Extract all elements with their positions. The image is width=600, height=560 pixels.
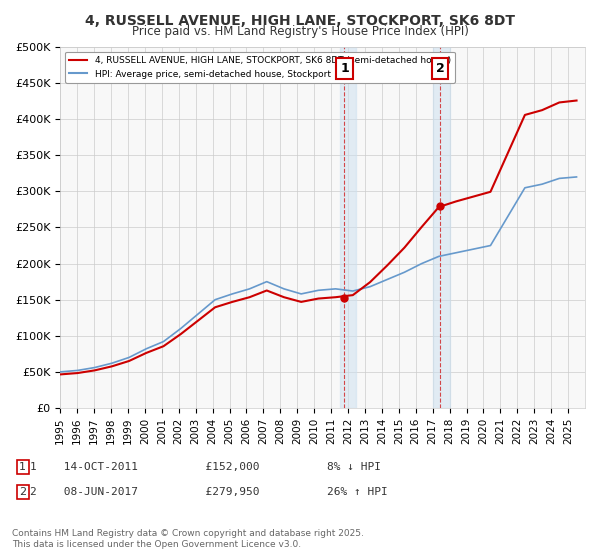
HPI: Average price, semi-detached house, Stockport: (2e+03, 1.5e+05): Average price, semi-detached house, Stoc… — [212, 296, 219, 303]
HPI: Average price, semi-detached house, Stockport: (2e+03, 1.1e+05): Average price, semi-detached house, Stoc… — [177, 325, 184, 332]
HPI: Average price, semi-detached house, Stockport: (2.01e+03, 1.58e+05): Average price, semi-detached house, Stoc… — [298, 291, 305, 297]
4, RUSSELL AVENUE, HIGH LANE, STOCKPORT, SK6 8DT (semi-detached house) — [91, 367, 98, 374]
4, RUSSELL AVENUE, HIGH LANE, STOCKPORT, SK6 8DT (semi-detached house) — [125, 358, 133, 365]
Line: 4, RUSSELL AVENUE, HIGH LANE, STOCKPORT, SK6 8DT (semi-detached house): 4, RUSSELL AVENUE, HIGH LANE, STOCKPORT,… — [60, 101, 577, 375]
HPI: Average price, semi-detached house, Stockport: (2.01e+03, 1.78e+05): Average price, semi-detached house, Stoc… — [383, 276, 391, 283]
4, RUSSELL AVENUE, HIGH LANE, STOCKPORT, SK6 8DT (semi-detached house) — [418, 223, 425, 230]
Text: 1    14-OCT-2011          £152,000          8% ↓ HPI: 1 14-OCT-2011 £152,000 8% ↓ HPI — [30, 462, 381, 472]
4, RUSSELL AVENUE, HIGH LANE, STOCKPORT, SK6 8DT (semi-detached house) — [332, 294, 339, 301]
HPI: Average price, semi-detached house, Stockport: (2e+03, 1.3e+05): Average price, semi-detached house, Stoc… — [194, 311, 202, 318]
HPI: Average price, semi-detached house, Stockport: (2.02e+03, 2.2e+05): Average price, semi-detached house, Stoc… — [470, 246, 477, 253]
HPI: Average price, semi-detached house, Stockport: (2.01e+03, 1.58e+05): Average price, semi-detached house, Stoc… — [229, 291, 236, 297]
HPI: Average price, semi-detached house, Stockport: (2.02e+03, 2.25e+05): Average price, semi-detached house, Stoc… — [487, 242, 494, 249]
Line: HPI: Average price, semi-detached house, Stockport: HPI: Average price, semi-detached house,… — [60, 177, 577, 372]
4, RUSSELL AVENUE, HIGH LANE, STOCKPORT, SK6 8DT (semi-detached house) — [504, 150, 511, 157]
HPI: Average price, semi-detached house, Stockport: (2.02e+03, 3.05e+05): Average price, semi-detached house, Stoc… — [521, 184, 529, 191]
4, RUSSELL AVENUE, HIGH LANE, STOCKPORT, SK6 8DT (semi-detached house) — [74, 370, 81, 376]
Bar — [433, 47, 449, 408]
4, RUSSELL AVENUE, HIGH LANE, STOCKPORT, SK6 8DT (semi-detached house) — [367, 279, 374, 286]
HPI: Average price, semi-detached house, Stockport: (2.03e+03, 3.2e+05): Average price, semi-detached house, Stoc… — [573, 174, 580, 180]
HPI: Average price, semi-detached house, Stockport: (2.01e+03, 1.62e+05): Average price, semi-detached house, Stoc… — [349, 288, 356, 295]
HPI: Average price, semi-detached house, Stockport: (2e+03, 6.2e+04): Average price, semi-detached house, Stoc… — [108, 360, 115, 367]
HPI: Average price, semi-detached house, Stockport: (2.01e+03, 1.65e+05): Average price, semi-detached house, Stoc… — [246, 286, 253, 292]
HPI: Average price, semi-detached house, Stockport: (2e+03, 5.6e+04): Average price, semi-detached house, Stoc… — [91, 364, 98, 371]
4, RUSSELL AVENUE, HIGH LANE, STOCKPORT, SK6 8DT (semi-detached house) — [229, 298, 236, 305]
HPI: Average price, semi-detached house, Stockport: (2e+03, 9.2e+04): Average price, semi-detached house, Stoc… — [160, 338, 167, 345]
HPI: Average price, semi-detached house, Stockport: (2e+03, 5e+04): Average price, semi-detached house, Stoc… — [56, 368, 64, 375]
4, RUSSELL AVENUE, HIGH LANE, STOCKPORT, SK6 8DT (semi-detached house) — [383, 262, 391, 269]
4, RUSSELL AVENUE, HIGH LANE, STOCKPORT, SK6 8DT (semi-detached house) — [556, 99, 563, 106]
4, RUSSELL AVENUE, HIGH LANE, STOCKPORT, SK6 8DT (semi-detached house) — [573, 97, 580, 104]
4, RUSSELL AVENUE, HIGH LANE, STOCKPORT, SK6 8DT (semi-detached house) — [56, 371, 64, 378]
4, RUSSELL AVENUE, HIGH LANE, STOCKPORT, SK6 8DT (semi-detached house) — [452, 198, 460, 205]
HPI: Average price, semi-detached house, Stockport: (2.01e+03, 1.63e+05): Average price, semi-detached house, Stoc… — [315, 287, 322, 293]
Text: 2: 2 — [436, 62, 445, 75]
HPI: Average price, semi-detached house, Stockport: (2.02e+03, 2.1e+05): Average price, semi-detached house, Stoc… — [435, 253, 442, 260]
4, RUSSELL AVENUE, HIGH LANE, STOCKPORT, SK6 8DT (semi-detached house) — [470, 193, 477, 200]
4, RUSSELL AVENUE, HIGH LANE, STOCKPORT, SK6 8DT (semi-detached house) — [263, 287, 271, 294]
4, RUSSELL AVENUE, HIGH LANE, STOCKPORT, SK6 8DT (semi-detached house) — [521, 111, 529, 118]
Text: 1: 1 — [340, 62, 349, 75]
HPI: Average price, semi-detached house, Stockport: (2.02e+03, 2.15e+05): Average price, semi-detached house, Stoc… — [452, 249, 460, 256]
HPI: Average price, semi-detached house, Stockport: (2.02e+03, 1.88e+05): Average price, semi-detached house, Stoc… — [401, 269, 408, 276]
HPI: Average price, semi-detached house, Stockport: (2.01e+03, 1.65e+05): Average price, semi-detached house, Stoc… — [332, 286, 339, 292]
Text: Contains HM Land Registry data © Crown copyright and database right 2025.
This d: Contains HM Land Registry data © Crown c… — [12, 529, 364, 549]
HPI: Average price, semi-detached house, Stockport: (2e+03, 7e+04): Average price, semi-detached house, Stoc… — [125, 354, 133, 361]
HPI: Average price, semi-detached house, Stockport: (2e+03, 5.2e+04): Average price, semi-detached house, Stoc… — [74, 367, 81, 374]
4, RUSSELL AVENUE, HIGH LANE, STOCKPORT, SK6 8DT (semi-detached house) — [435, 204, 442, 211]
HPI: Average price, semi-detached house, Stockport: (2.01e+03, 1.65e+05): Average price, semi-detached house, Stoc… — [280, 286, 287, 292]
4, RUSSELL AVENUE, HIGH LANE, STOCKPORT, SK6 8DT (semi-detached house) — [349, 292, 356, 298]
HPI: Average price, semi-detached house, Stockport: (2.02e+03, 3.1e+05): Average price, semi-detached house, Stoc… — [539, 181, 546, 188]
Legend: 4, RUSSELL AVENUE, HIGH LANE, STOCKPORT, SK6 8DT (semi-detached house), HPI: Ave: 4, RUSSELL AVENUE, HIGH LANE, STOCKPORT,… — [65, 52, 455, 83]
4, RUSSELL AVENUE, HIGH LANE, STOCKPORT, SK6 8DT (semi-detached house) — [194, 318, 202, 324]
Text: 2    08-JUN-2017          £279,950          26% ↑ HPI: 2 08-JUN-2017 £279,950 26% ↑ HPI — [30, 487, 388, 497]
HPI: Average price, semi-detached house, Stockport: (2.01e+03, 1.68e+05): Average price, semi-detached house, Stoc… — [367, 283, 374, 290]
4, RUSSELL AVENUE, HIGH LANE, STOCKPORT, SK6 8DT (semi-detached house) — [401, 244, 408, 251]
HPI: Average price, semi-detached house, Stockport: (2.01e+03, 1.75e+05): Average price, semi-detached house, Stoc… — [263, 278, 271, 285]
Text: 4, RUSSELL AVENUE, HIGH LANE, STOCKPORT, SK6 8DT: 4, RUSSELL AVENUE, HIGH LANE, STOCKPORT,… — [85, 14, 515, 28]
Text: Price paid vs. HM Land Registry's House Price Index (HPI): Price paid vs. HM Land Registry's House … — [131, 25, 469, 38]
4, RUSSELL AVENUE, HIGH LANE, STOCKPORT, SK6 8DT (semi-detached house) — [487, 189, 494, 195]
Text: 1: 1 — [19, 462, 26, 472]
4, RUSSELL AVENUE, HIGH LANE, STOCKPORT, SK6 8DT (semi-detached house) — [143, 349, 150, 356]
Bar — [340, 47, 356, 408]
4, RUSSELL AVENUE, HIGH LANE, STOCKPORT, SK6 8DT (semi-detached house) — [539, 107, 546, 114]
HPI: Average price, semi-detached house, Stockport: (2.02e+03, 3.18e+05): Average price, semi-detached house, Stoc… — [556, 175, 563, 182]
4, RUSSELL AVENUE, HIGH LANE, STOCKPORT, SK6 8DT (semi-detached house) — [315, 295, 322, 302]
HPI: Average price, semi-detached house, Stockport: (2.02e+03, 2.65e+05): Average price, semi-detached house, Stoc… — [504, 213, 511, 220]
4, RUSSELL AVENUE, HIGH LANE, STOCKPORT, SK6 8DT (semi-detached house) — [212, 304, 219, 311]
4, RUSSELL AVENUE, HIGH LANE, STOCKPORT, SK6 8DT (semi-detached house) — [298, 298, 305, 305]
Text: 2: 2 — [19, 487, 26, 497]
4, RUSSELL AVENUE, HIGH LANE, STOCKPORT, SK6 8DT (semi-detached house) — [160, 343, 167, 349]
4, RUSSELL AVENUE, HIGH LANE, STOCKPORT, SK6 8DT (semi-detached house) — [246, 294, 253, 301]
HPI: Average price, semi-detached house, Stockport: (2e+03, 8.2e+04): Average price, semi-detached house, Stoc… — [143, 346, 150, 352]
4, RUSSELL AVENUE, HIGH LANE, STOCKPORT, SK6 8DT (semi-detached house) — [280, 294, 287, 301]
4, RUSSELL AVENUE, HIGH LANE, STOCKPORT, SK6 8DT (semi-detached house) — [108, 363, 115, 370]
HPI: Average price, semi-detached house, Stockport: (2.02e+03, 2e+05): Average price, semi-detached house, Stoc… — [418, 260, 425, 267]
4, RUSSELL AVENUE, HIGH LANE, STOCKPORT, SK6 8DT (semi-detached house) — [177, 331, 184, 338]
